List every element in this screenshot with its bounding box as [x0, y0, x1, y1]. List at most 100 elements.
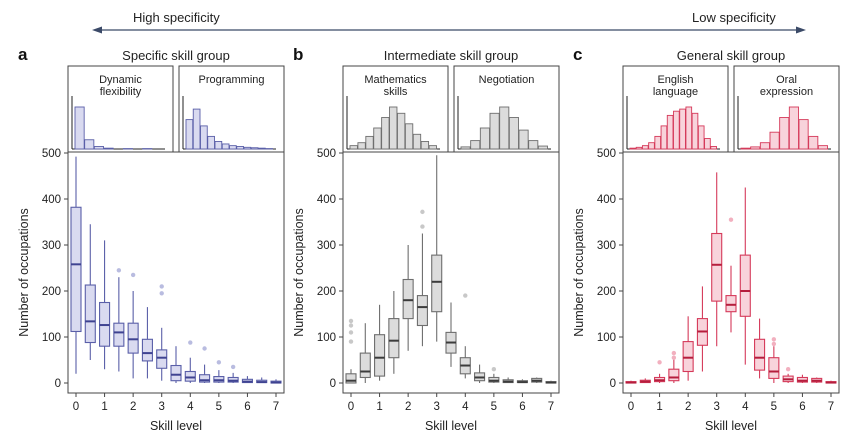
y-tick-label: 200 — [42, 286, 61, 298]
box-body — [84, 284, 96, 344]
box-12 — [796, 374, 808, 383]
y-tick-label: 400 — [597, 194, 616, 206]
y-tick-label: 300 — [317, 240, 336, 252]
box-body — [416, 295, 428, 327]
box-7 — [170, 346, 182, 383]
box-14 — [270, 379, 282, 384]
box-outlier — [159, 284, 164, 289]
low-specificity-label: Low specificity — [692, 10, 776, 25]
box-body — [156, 349, 168, 369]
x-tick-label: 1 — [101, 401, 107, 413]
inset-bar — [518, 129, 529, 150]
inset-2: Negotiation — [453, 65, 560, 153]
inset-bar — [243, 146, 252, 150]
box-6 — [431, 155, 443, 342]
box-8 — [459, 293, 471, 379]
box-body — [711, 232, 723, 302]
panel-title: Intermediate skill group — [384, 48, 518, 63]
inset-bar — [214, 140, 223, 150]
inset-bar — [635, 146, 643, 150]
box-outlier — [202, 346, 207, 351]
box-2 — [654, 360, 666, 383]
inset-bar — [499, 106, 510, 150]
x-tick-label: 0 — [348, 401, 354, 413]
box-outlier — [116, 268, 122, 273]
plot-frame — [622, 151, 840, 394]
inset-bar — [629, 147, 637, 150]
inset-bar — [420, 140, 430, 150]
box-body — [170, 364, 182, 382]
x-tick-label: 5 — [491, 401, 497, 413]
y-tick-label: 200 — [597, 286, 616, 298]
inset-bar — [236, 146, 244, 150]
box-outlier — [130, 272, 136, 278]
box-body — [345, 373, 357, 384]
panel-c: c General skill groupEnglishlanguageOrale… — [572, 45, 840, 433]
box-9 — [474, 364, 486, 383]
box-body — [739, 254, 751, 317]
box-outlier — [188, 340, 193, 345]
y-tick-label: 0 — [330, 378, 336, 390]
inset-bar — [666, 114, 674, 150]
box-8 — [184, 340, 196, 383]
box-6 — [711, 172, 723, 347]
y-tick-label: 0 — [610, 378, 616, 390]
box-4 — [402, 245, 414, 351]
inset-label: flexibility — [100, 86, 142, 98]
box-13 — [531, 377, 543, 383]
y-axis-label: Number of occupations — [292, 208, 306, 337]
arrow-right-head — [796, 26, 806, 34]
inset-bar — [798, 119, 809, 150]
box-12 — [516, 379, 528, 384]
panel-letter: c — [573, 45, 582, 64]
box-outlier — [657, 360, 662, 365]
x-tick-label: 7 — [828, 401, 834, 413]
box-10 — [768, 337, 780, 383]
x-tick-label: 6 — [519, 401, 525, 413]
y-axis-label: Number of occupations — [17, 208, 31, 337]
inset-bar — [84, 139, 95, 150]
inset-bar — [779, 117, 790, 150]
y-tick-label: 100 — [42, 332, 61, 344]
inset-bar — [759, 142, 770, 150]
inset-bar — [710, 146, 717, 150]
box-11 — [782, 367, 794, 383]
x-tick-label: 6 — [244, 401, 250, 413]
inset-bar — [788, 106, 799, 150]
box-body — [127, 322, 139, 354]
box-4 — [127, 272, 139, 379]
box-3 — [668, 350, 680, 383]
inset-bar — [470, 140, 481, 150]
inset-bar — [489, 112, 500, 150]
inset-bar — [389, 106, 398, 150]
inset-bar — [207, 135, 215, 150]
box-body — [754, 338, 766, 371]
inset-bar — [397, 112, 406, 150]
inset-bar — [460, 146, 471, 150]
panel-letter: b — [293, 45, 303, 64]
box-outlier — [491, 367, 497, 372]
box-4 — [682, 316, 694, 381]
y-tick-label: 300 — [42, 240, 61, 252]
box-1 — [84, 224, 96, 360]
box-body — [668, 368, 680, 382]
x-tick-label: 5 — [771, 401, 777, 413]
y-tick-label: 200 — [317, 286, 336, 298]
box-body — [184, 370, 196, 382]
box-13 — [811, 377, 823, 383]
inset-bar — [428, 145, 437, 150]
inset-label: skills — [384, 86, 408, 98]
panel-title: Specific skill group — [122, 48, 230, 63]
box-0 — [625, 380, 637, 384]
inset-bar — [679, 108, 686, 150]
box-5 — [141, 307, 153, 379]
box-0 — [70, 156, 82, 374]
inset-label: expression — [760, 86, 813, 98]
y-tick-label: 400 — [317, 194, 336, 206]
inset-2: Programming — [178, 65, 285, 153]
y-tick-label: 500 — [597, 148, 616, 160]
inset-bar — [103, 147, 114, 150]
inset-bar — [381, 117, 390, 150]
